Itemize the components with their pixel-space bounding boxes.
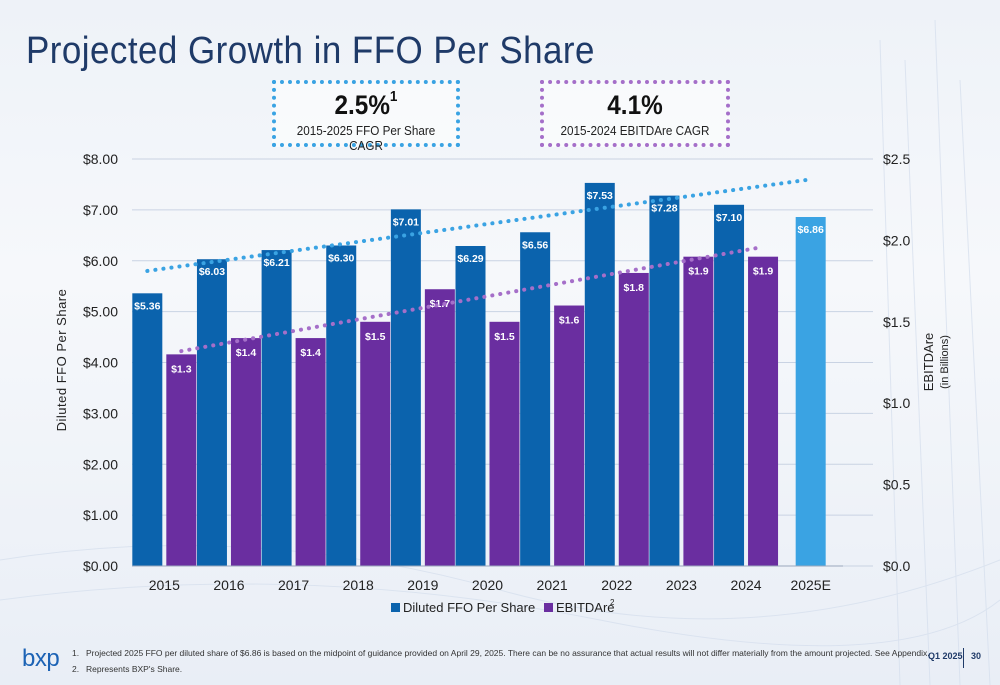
ffo-data-label: $7.10	[716, 212, 742, 224]
ebitda-bar	[748, 256, 779, 566]
ebitda-bar	[618, 272, 649, 566]
ffo-bar	[795, 216, 826, 566]
x-tick-label: 2016	[213, 577, 244, 593]
ebitda-cagr-value: 4.1%	[607, 90, 663, 120]
ffo-data-label: $6.03	[199, 266, 225, 278]
ebitda-trendline	[179, 244, 766, 354]
footnotes: 1. Projected 2025 FFO per diluted share o…	[72, 645, 930, 677]
ebitda-bar	[230, 338, 261, 566]
x-tick-label: 2023	[666, 577, 697, 593]
ebitda-bar	[683, 256, 714, 566]
ffo-cagr-label: 2015-2025 FFO Per Share CAGR	[296, 123, 436, 153]
ebitda-data-label: $1.4	[236, 347, 257, 359]
ebitda-data-label: $1.4	[300, 347, 321, 359]
page-title: Projected Growth in FFO Per Share	[26, 30, 595, 72]
y-tick-label: $3.00	[83, 405, 118, 421]
y2-tick-label: $0.0	[883, 558, 910, 574]
legend-label-ebitda: EBITDAre	[556, 600, 615, 615]
ffo-cagr-box: 2.5%1 2015-2025 FFO Per Share CAGR	[272, 80, 460, 153]
ffo-data-label: $6.21	[263, 257, 289, 269]
y2-tick-label: $2.5	[883, 151, 910, 167]
ffo-bar	[390, 209, 421, 566]
y-tick-label: $7.00	[83, 202, 118, 218]
ffo-data-label: $6.30	[328, 252, 354, 264]
ffo-data-label: $5.36	[134, 300, 160, 312]
bxp-logo: bxp	[22, 645, 60, 672]
ffo-bar	[649, 195, 680, 566]
ffo-trendline	[145, 177, 813, 273]
y-tick-label: $1.00	[83, 507, 118, 523]
ffo-bar	[196, 259, 227, 566]
ebitda-data-label: $1.8	[624, 282, 645, 294]
y2-axis-subtitle: (in Billions)	[939, 335, 951, 389]
ffo-bar	[455, 245, 486, 566]
legend-label-ebitda-sup: 2	[610, 598, 615, 607]
legend-label-ffo: Diluted FFO Per Share	[403, 600, 535, 615]
ffo-cagr-value: 2.5%1	[334, 88, 398, 120]
ffo-data-label: $7.28	[651, 203, 677, 215]
footer-divider	[963, 648, 964, 668]
x-tick-label: 2018	[343, 577, 374, 593]
ebitda-data-label: $1.5	[494, 331, 515, 343]
ebitda-bar	[295, 338, 326, 566]
ffo-bar	[520, 232, 551, 566]
y2-tick-label: $0.5	[883, 477, 910, 493]
x-tick-label: 2019	[407, 577, 438, 593]
ffo-data-label: $6.29	[457, 253, 483, 265]
x-tick-label: 2024	[730, 577, 761, 593]
ebitda-bar	[489, 321, 520, 566]
ffo-bar	[584, 182, 615, 566]
ffo-data-label: $7.53	[587, 190, 613, 202]
x-tick-label: 2020	[472, 577, 503, 593]
ffo-bar	[261, 250, 292, 566]
legend-swatch-ebitda	[544, 603, 553, 612]
x-tick-label: 2025E	[790, 577, 830, 593]
ebitda-bar	[554, 305, 585, 566]
y2-tick-label: $2.0	[883, 232, 910, 248]
ffo-bar	[132, 293, 163, 566]
x-tick-label: 2015	[149, 577, 180, 593]
ebitda-data-label: $1.3	[171, 363, 192, 375]
ebitda-bar	[360, 321, 391, 566]
x-tick-label: 2021	[537, 577, 568, 593]
y-tick-label: $2.00	[83, 456, 118, 472]
ebitda-bar	[166, 354, 197, 566]
ebitda-cagr-box: 4.1% 2015-2024 EBITDAre CAGR	[540, 80, 730, 147]
ffo-bar	[326, 245, 357, 567]
y2-axis-title: EBITDAre	[921, 333, 936, 392]
y2-tick-label: $1.0	[883, 395, 910, 411]
ffo-data-label: $6.56	[522, 239, 548, 251]
page-number: 30	[971, 651, 982, 661]
ebitda-data-label: $1.9	[753, 266, 774, 278]
y2-tick-label: $1.5	[883, 314, 910, 330]
ebitda-cagr-label: 2015-2024 EBITDAre CAGR	[560, 123, 710, 138]
ebitda-data-label: $1.7	[430, 298, 451, 310]
ebitda-bar	[424, 289, 455, 566]
footnote-2: 2. Represents BXP's Share.	[72, 664, 183, 674]
x-tick-label: 2022	[601, 577, 632, 593]
ebitda-data-label: $1.9	[688, 266, 709, 278]
y-tick-label: $0.00	[83, 558, 118, 574]
footnote-1: 1. Projected 2025 FFO per diluted share o…	[72, 648, 930, 658]
legend-swatch-ffo	[391, 603, 400, 612]
y-tick-label: $4.00	[83, 355, 118, 371]
y-tick-label: $8.00	[83, 151, 118, 167]
ffo-data-label: $6.86	[798, 224, 824, 236]
ffo-bar	[714, 204, 745, 566]
ebitda-data-label: $1.6	[559, 315, 580, 327]
x-tick-label: 2017	[278, 577, 309, 593]
y-tick-label: $5.00	[83, 304, 118, 320]
y-tick-label: $6.00	[83, 253, 118, 269]
quarter-label: Q1 2025	[928, 651, 963, 661]
y-axis-title: Diluted FFO Per Share	[54, 289, 69, 432]
ebitda-data-label: $1.5	[365, 331, 386, 343]
ffo-data-label: $7.01	[393, 216, 419, 228]
